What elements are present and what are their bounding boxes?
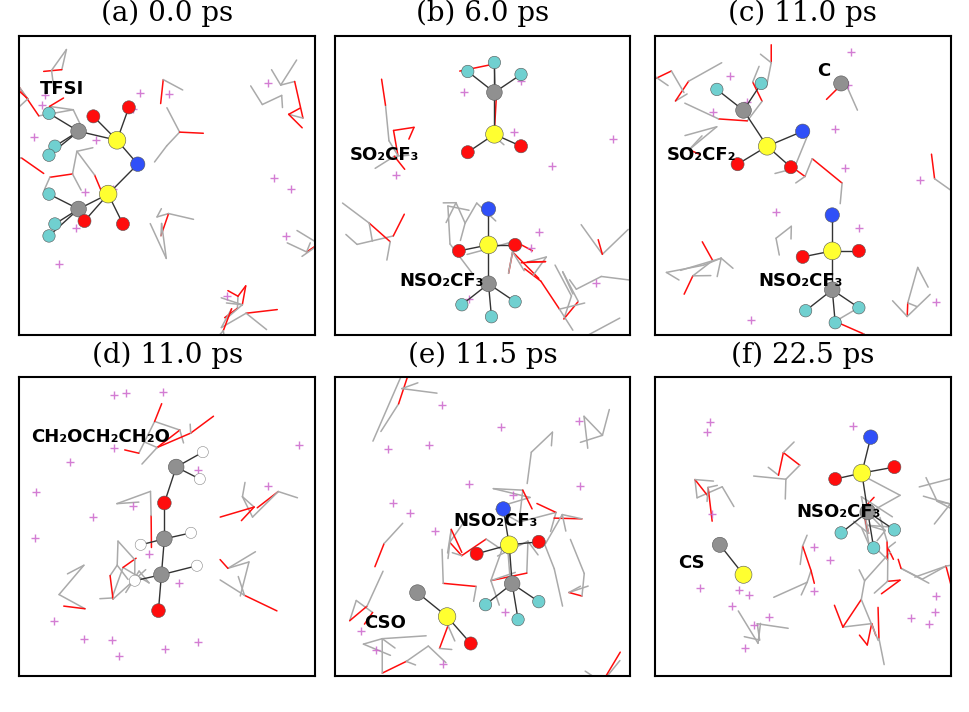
- Circle shape: [798, 305, 811, 317]
- Circle shape: [504, 576, 519, 592]
- Circle shape: [735, 103, 751, 118]
- Circle shape: [48, 218, 61, 230]
- Circle shape: [828, 473, 841, 486]
- Circle shape: [194, 473, 205, 485]
- Circle shape: [512, 613, 523, 626]
- Text: SO₂CF₂: SO₂CF₂: [666, 146, 735, 164]
- Circle shape: [514, 140, 527, 153]
- Text: CS: CS: [677, 554, 704, 572]
- Circle shape: [156, 531, 172, 547]
- Circle shape: [71, 201, 86, 217]
- Circle shape: [470, 548, 483, 560]
- Text: NSO₂CF₃: NSO₂CF₃: [453, 512, 537, 530]
- Circle shape: [116, 217, 129, 231]
- Circle shape: [43, 149, 55, 162]
- Circle shape: [823, 242, 840, 260]
- Circle shape: [832, 76, 848, 91]
- Circle shape: [852, 464, 870, 482]
- Circle shape: [185, 528, 197, 538]
- Circle shape: [834, 527, 847, 539]
- Circle shape: [455, 298, 468, 311]
- Circle shape: [852, 301, 864, 314]
- Circle shape: [480, 236, 497, 253]
- Circle shape: [509, 295, 520, 308]
- Circle shape: [532, 535, 545, 548]
- Circle shape: [43, 188, 55, 200]
- Circle shape: [43, 230, 55, 242]
- Text: NSO₂CF₃: NSO₂CF₃: [399, 272, 484, 290]
- Circle shape: [758, 137, 775, 155]
- Circle shape: [464, 637, 477, 650]
- Circle shape: [495, 502, 510, 516]
- Text: C: C: [817, 63, 829, 80]
- Circle shape: [197, 446, 208, 458]
- Circle shape: [711, 538, 727, 553]
- Text: (d) 11.0 ps: (d) 11.0 ps: [92, 342, 242, 369]
- Circle shape: [461, 146, 474, 159]
- Circle shape: [532, 595, 545, 608]
- Circle shape: [796, 251, 808, 263]
- Circle shape: [500, 536, 517, 554]
- Circle shape: [452, 244, 465, 258]
- Text: TFSI: TFSI: [40, 80, 84, 98]
- Text: (f) 22.5 ps: (f) 22.5 ps: [731, 342, 873, 369]
- Circle shape: [862, 430, 877, 444]
- Circle shape: [731, 157, 743, 171]
- Circle shape: [508, 239, 521, 251]
- Text: (e) 11.5 ps: (e) 11.5 ps: [407, 342, 557, 369]
- Circle shape: [169, 459, 184, 475]
- Circle shape: [131, 157, 144, 172]
- Circle shape: [479, 598, 491, 611]
- Circle shape: [135, 539, 146, 550]
- Circle shape: [484, 310, 497, 323]
- Circle shape: [824, 282, 839, 298]
- Circle shape: [157, 496, 171, 510]
- Circle shape: [860, 504, 875, 520]
- Circle shape: [151, 604, 165, 617]
- Circle shape: [795, 124, 809, 139]
- Circle shape: [122, 101, 136, 114]
- Circle shape: [48, 140, 61, 152]
- Circle shape: [784, 161, 797, 174]
- Circle shape: [515, 68, 527, 80]
- Circle shape: [487, 56, 500, 69]
- Circle shape: [754, 77, 766, 90]
- Circle shape: [153, 567, 169, 582]
- Circle shape: [409, 585, 424, 600]
- Text: CH₂OCH₂CH₂O: CH₂OCH₂CH₂O: [31, 428, 170, 446]
- Circle shape: [191, 560, 203, 571]
- Circle shape: [78, 214, 91, 228]
- Circle shape: [481, 201, 495, 216]
- Text: NSO₂CF₃: NSO₂CF₃: [758, 272, 842, 290]
- Text: NSO₂CF₃: NSO₂CF₃: [796, 503, 880, 521]
- Circle shape: [129, 575, 141, 586]
- Circle shape: [486, 85, 502, 100]
- Text: SO₂CF₃: SO₂CF₃: [349, 146, 419, 164]
- Circle shape: [828, 316, 840, 329]
- Circle shape: [481, 276, 496, 292]
- Circle shape: [887, 461, 900, 473]
- Circle shape: [109, 132, 126, 149]
- Circle shape: [99, 185, 117, 203]
- Circle shape: [461, 66, 474, 78]
- Circle shape: [735, 566, 751, 583]
- Circle shape: [888, 523, 899, 536]
- Circle shape: [43, 107, 55, 120]
- Circle shape: [710, 83, 722, 95]
- Text: (a) 0.0 ps: (a) 0.0 ps: [101, 0, 234, 27]
- Circle shape: [825, 208, 838, 222]
- Text: (b) 6.0 ps: (b) 6.0 ps: [416, 0, 548, 27]
- Text: (c) 11.0 ps: (c) 11.0 ps: [728, 0, 876, 27]
- Text: CSO: CSO: [363, 614, 406, 632]
- Circle shape: [87, 110, 100, 123]
- Circle shape: [438, 608, 455, 625]
- Circle shape: [485, 125, 503, 143]
- Circle shape: [71, 123, 86, 139]
- Circle shape: [852, 244, 864, 258]
- Circle shape: [866, 542, 879, 554]
